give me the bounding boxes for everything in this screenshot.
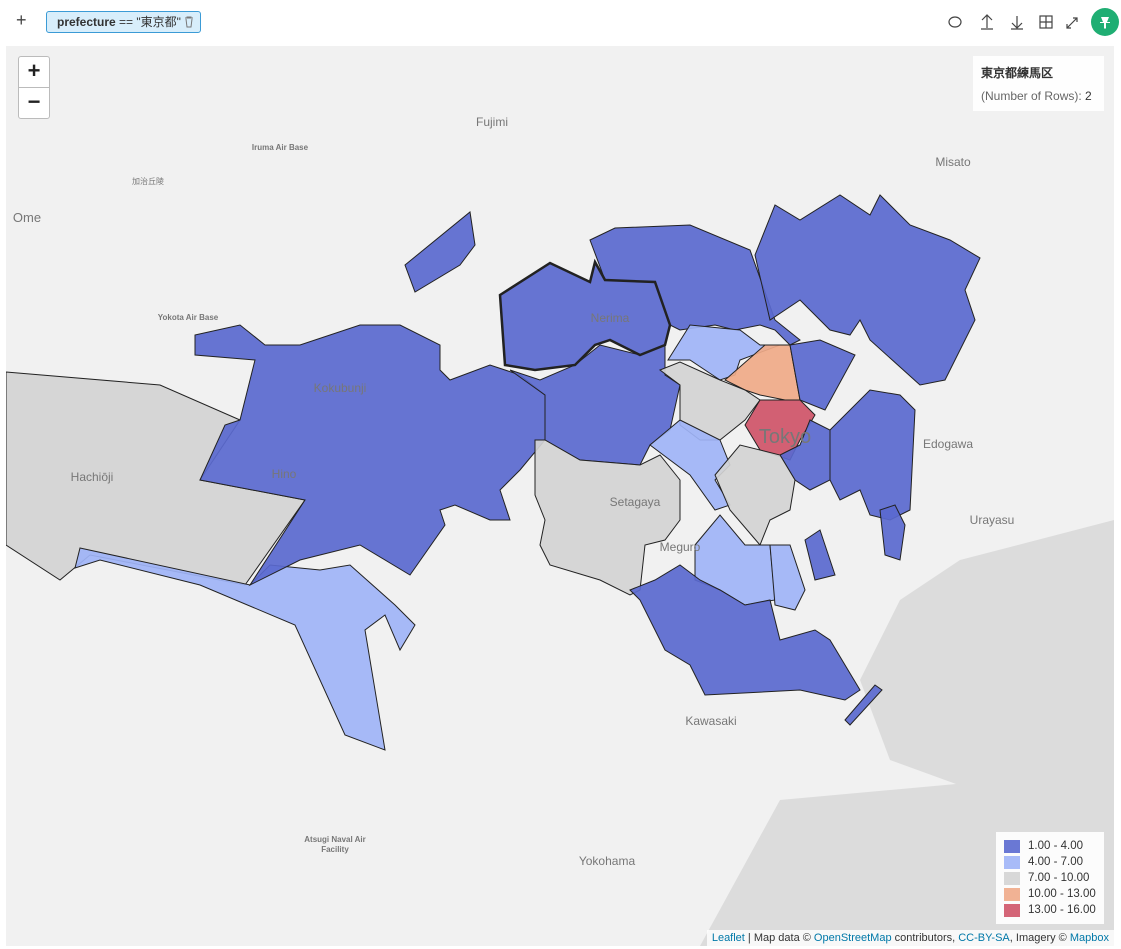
- upload-icon[interactable]: [981, 14, 993, 30]
- legend-item: 1.00 - 4.00: [1004, 838, 1096, 854]
- link[interactable]: OpenStreetMap: [813, 932, 892, 944]
- link[interactable]: Mapbox: [1069, 932, 1109, 944]
- filter-operator: ==: [119, 15, 134, 29]
- legend-item: 4.00 - 7.00: [1004, 854, 1096, 870]
- text: , Imagery ©: [1009, 932, 1070, 944]
- place-label: Yokota Air Base: [158, 313, 219, 322]
- place-label: Setagaya: [610, 495, 661, 509]
- legend-label: 13.00 - 16.00: [1028, 904, 1096, 916]
- legend-swatch: [1004, 903, 1020, 917]
- place-label: Meguro: [660, 540, 701, 554]
- download-icon[interactable]: [1011, 16, 1023, 30]
- filter-value: "東京都": [136, 15, 181, 29]
- filter-chip[interactable]: prefecture == "東京都": [46, 11, 202, 33]
- filter-field: prefecture: [57, 15, 116, 29]
- expand-icon[interactable]: [1066, 17, 1078, 29]
- place-label: 加治丘陵: [132, 176, 164, 186]
- place-label: Facility: [321, 845, 349, 854]
- add-button[interactable]: +: [16, 10, 27, 30]
- legend-label: 10.00 - 13.00: [1028, 888, 1096, 900]
- legend-item: 7.00 - 10.00: [1004, 870, 1096, 886]
- place-label: Edogawa: [923, 437, 973, 451]
- regions: [6, 194, 981, 751]
- delete-icon[interactable]: [184, 16, 194, 28]
- legend-label: 7.00 - 10.00: [1028, 872, 1090, 884]
- map[interactable]: Fujimi Iruma Air Base 加治丘陵 Ome Misato Yo…: [6, 46, 1114, 946]
- legend-label: 1.00 - 4.00: [1028, 840, 1083, 852]
- text: contributors,: [891, 932, 959, 944]
- water: [860, 520, 1114, 820]
- legend-item: 10.00 - 13.00: [1004, 886, 1096, 902]
- place-label: Iruma Air Base: [252, 143, 309, 152]
- place-label: Kokubunji: [314, 381, 367, 395]
- tooltip-label: (Number of Rows):: [981, 89, 1082, 103]
- link[interactable]: CC-BY-SA: [958, 932, 1010, 944]
- tooltip-value: 2: [1085, 89, 1092, 103]
- place-label: Hachiōji: [71, 470, 114, 484]
- place-label: Kawasaki: [685, 714, 736, 728]
- place-label: Misato: [935, 155, 971, 169]
- tooltip-title: 東京都練馬区: [981, 66, 1054, 80]
- place-label: Fujimi: [476, 115, 508, 129]
- legend-label: 4.00 - 7.00: [1028, 856, 1083, 868]
- place-label: Tokyo: [759, 426, 811, 448]
- zoom-out[interactable]: −: [18, 87, 50, 119]
- place-label: Hino: [272, 467, 297, 481]
- place-label: Yokohama: [579, 854, 636, 868]
- text: | Map data ©: [744, 932, 814, 944]
- map-layer: Fujimi Iruma Air Base 加治丘陵 Ome Misato Yo…: [6, 115, 1114, 946]
- legend-swatch: [1004, 839, 1020, 853]
- legend-swatch: [1004, 887, 1020, 901]
- place-label: Nerima: [591, 311, 630, 325]
- legend-swatch: [1004, 855, 1020, 869]
- link[interactable]: Leaflet: [711, 932, 745, 944]
- place-labels: Fujimi Iruma Air Base 加治丘陵 Ome Misato Yo…: [13, 115, 1014, 868]
- place-label: Ome: [13, 210, 41, 225]
- legend: 1.00 - 4.00 4.00 - 7.00 7.00 - 10.00 10.00 …: [996, 832, 1104, 924]
- attribution: Leaflet | Map data © OpenStreetMap contr…: [706, 930, 1114, 946]
- legend-item: 13.00 - 16.00: [1004, 902, 1096, 918]
- zoom-in[interactable]: +: [18, 56, 50, 87]
- legend-swatch: [1004, 871, 1020, 885]
- place-label: Atsugi Naval Air: [304, 835, 366, 844]
- tooltip: 東京都練馬区 (Number of Rows): 2: [973, 56, 1104, 111]
- place-label: Urayasu: [970, 513, 1015, 527]
- comment-icon[interactable]: [948, 16, 962, 28]
- toolbar-icons: [948, 8, 1119, 36]
